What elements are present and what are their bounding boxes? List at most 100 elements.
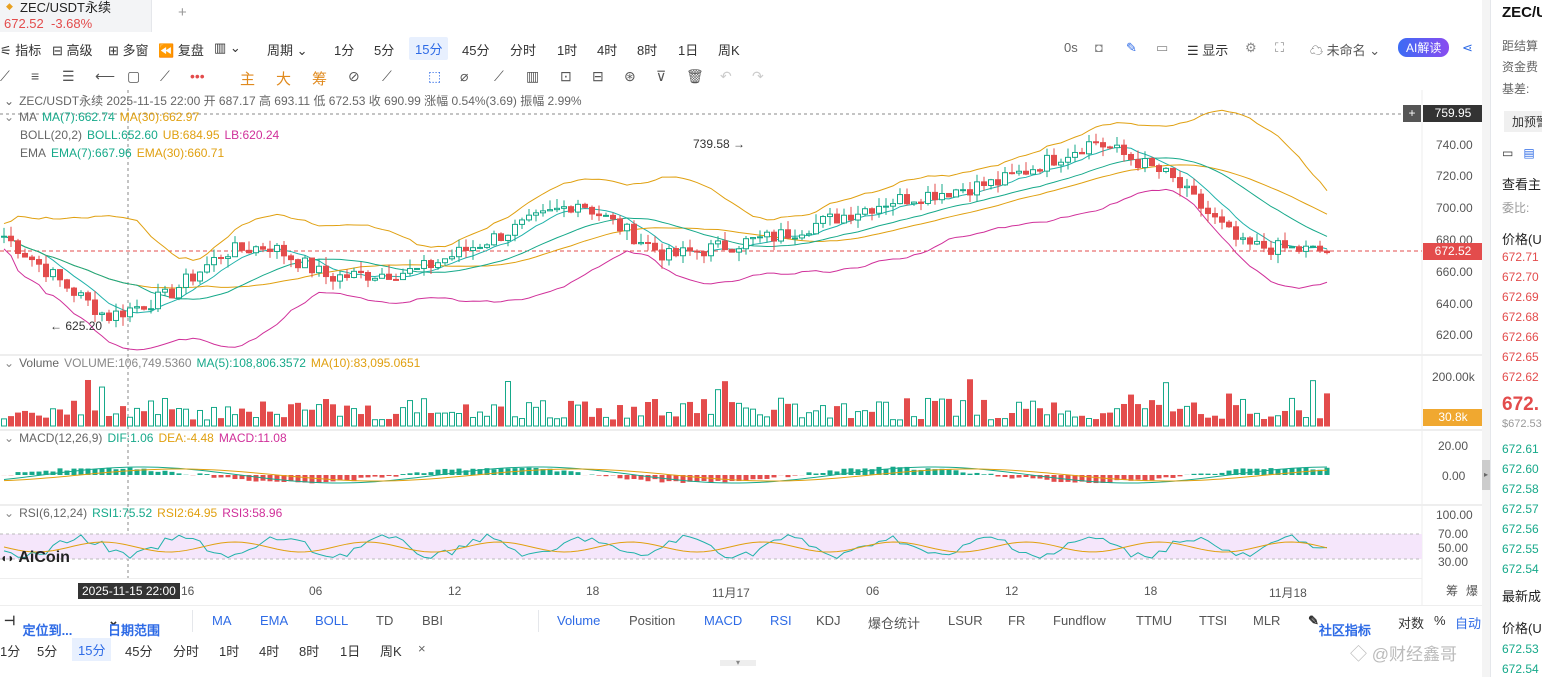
- ruler-icon[interactable]: ⌀: [460, 68, 469, 84]
- volume-bar: [750, 408, 756, 427]
- date-range-button[interactable]: 日期范围 ⌄: [108, 613, 161, 638]
- main-tool[interactable]: 主: [240, 71, 256, 88]
- ind-fr[interactable]: FR: [1008, 613, 1026, 628]
- trash-icon[interactable]: 🗑: [686, 68, 704, 84]
- channel-tool-icon[interactable]: ☰: [62, 68, 75, 84]
- chip-tool[interactable]: 筹: [312, 71, 328, 88]
- auto-toggle[interactable]: 自动: [1455, 616, 1482, 631]
- redo-icon[interactable]: ↷: [752, 68, 764, 84]
- hline-tool-icon[interactable]: ⟵: [95, 68, 116, 84]
- parallel-tool-icon[interactable]: ≡: [31, 68, 40, 84]
- ind-rsi[interactable]: RSI: [770, 613, 792, 628]
- fullscreen-icon[interactable]: ⛶: [1275, 40, 1285, 55]
- collapse-icon[interactable]: ⌄: [4, 110, 15, 124]
- pen-icon[interactable]: ✎: [1126, 40, 1137, 55]
- ind-ttmu[interactable]: TTMU: [1136, 613, 1173, 628]
- chart-type-icon[interactable]: ▥ ⌄: [214, 40, 241, 55]
- candle-tool-icon[interactable]: ▥: [526, 68, 540, 84]
- period-dropdown[interactable]: 周期 ⌄: [267, 43, 308, 58]
- settings-icon[interactable]: ⚙: [1245, 40, 1257, 55]
- big-tool[interactable]: 大: [276, 71, 292, 88]
- ind-macd[interactable]: MACD: [704, 613, 743, 628]
- collapse-icon[interactable]: ⌄: [4, 94, 15, 108]
- rect-tool-icon[interactable]: ▢: [127, 68, 141, 84]
- bp-1h[interactable]: 1时: [219, 644, 240, 659]
- symbol-tab[interactable]: ◆ ZEC/USDT永续 672.52 -3.68%: [0, 0, 152, 32]
- expand-icon[interactable]: ▸: [1482, 460, 1490, 490]
- cursor-icon[interactable]: ⬚: [428, 68, 442, 84]
- advanced-button[interactable]: ⊟ 高级: [52, 43, 93, 58]
- period-5m[interactable]: 5分: [374, 43, 395, 58]
- period-4h[interactable]: 4时: [597, 43, 618, 58]
- panel-splitter[interactable]: [1482, 0, 1490, 677]
- period-45m[interactable]: 45分: [462, 43, 490, 58]
- add-tab-button[interactable]: +: [178, 4, 187, 21]
- volume-bar: [1310, 380, 1316, 427]
- liquidation-axis-tool[interactable]: 爆: [1466, 584, 1479, 598]
- layout-name-dropdown[interactable]: ☁ 未命名 ⌄: [1310, 43, 1381, 58]
- bp-15m[interactable]: 15分: [72, 638, 112, 661]
- link-icon[interactable]: ⊛: [624, 68, 636, 84]
- dots-tool-icon[interactable]: •••: [190, 68, 205, 84]
- book-view-icon[interactable]: ▭ ▤: [1502, 146, 1535, 160]
- community-indicators[interactable]: ✎ 社区指标: [1308, 613, 1371, 638]
- period-1d[interactable]: 1日: [678, 43, 699, 58]
- filter-icon[interactable]: ⊽: [656, 68, 667, 84]
- erase-icon[interactable]: ⟋: [382, 68, 392, 84]
- chart-canvas[interactable]: [0, 90, 1490, 605]
- ind-volume[interactable]: Volume: [557, 613, 601, 628]
- ind-ttsi[interactable]: TTSI: [1199, 613, 1228, 628]
- lock-icon[interactable]: ⊡: [560, 68, 572, 84]
- ind-ma[interactable]: MA: [212, 613, 232, 628]
- bp-1d[interactable]: 1日: [340, 644, 361, 659]
- ai-button[interactable]: AI解读: [1398, 38, 1450, 57]
- brush-icon[interactable]: ⟋: [494, 68, 504, 84]
- candle-body: [589, 206, 595, 215]
- share-icon[interactable]: ⋖: [1462, 40, 1473, 55]
- macd-bar: [946, 469, 952, 475]
- template-icon[interactable]: ⊟: [592, 68, 604, 84]
- bp-45m[interactable]: 45分: [125, 644, 153, 659]
- percent-toggle[interactable]: %: [1434, 613, 1446, 628]
- fib-tool-icon[interactable]: ⟋: [160, 68, 170, 84]
- bp-1m[interactable]: 1分: [0, 644, 21, 659]
- comment-icon[interactable]: ▭: [1156, 40, 1169, 55]
- display-button[interactable]: ☰ 显示: [1187, 43, 1229, 58]
- ind-lsur[interactable]: LSUR: [948, 613, 983, 628]
- ind-kdj[interactable]: KDJ: [816, 613, 841, 628]
- multi-window-button[interactable]: ⊞ 多窗: [108, 43, 149, 58]
- add-alert-button[interactable]: 加预警: [1504, 111, 1542, 132]
- replay-button[interactable]: ⏪ 复盘: [158, 43, 204, 58]
- period-15m[interactable]: 15分: [409, 37, 449, 60]
- ind-ema[interactable]: EMA: [260, 613, 289, 628]
- bp-5m[interactable]: 5分: [37, 644, 58, 659]
- ind-fundflow[interactable]: Fundflow: [1053, 613, 1106, 628]
- ind-position[interactable]: Position: [629, 613, 676, 628]
- ind-mlr[interactable]: MLR: [1253, 613, 1281, 628]
- ind-bbi[interactable]: BBI: [422, 613, 443, 628]
- undo-icon[interactable]: ↶: [720, 68, 732, 84]
- indicator-button[interactable]: ⚟ 指标: [0, 43, 42, 58]
- collapse-handle[interactable]: ▾: [720, 659, 756, 667]
- period-8h[interactable]: 8时: [637, 43, 658, 58]
- period-1m[interactable]: 1分: [334, 43, 355, 58]
- log-scale-toggle[interactable]: 对数: [1398, 616, 1425, 631]
- candle-body: [169, 288, 175, 299]
- ind-td[interactable]: TD: [376, 613, 394, 628]
- period-1h[interactable]: 1时: [557, 43, 578, 58]
- locate-button[interactable]: ⊣ 定位到...: [4, 613, 73, 638]
- ind-liquidation[interactable]: 爆仓统计: [868, 616, 921, 631]
- close-icon[interactable]: ×: [418, 641, 426, 656]
- bp-week[interactable]: 周K: [380, 644, 402, 659]
- ind-boll[interactable]: BOLL: [315, 613, 349, 628]
- bp-8h[interactable]: 8时: [299, 644, 320, 659]
- period-timeline[interactable]: 分时: [510, 43, 537, 58]
- period-week[interactable]: 周K: [718, 43, 740, 58]
- bp-timeline[interactable]: 分时: [173, 644, 200, 659]
- bp-4h[interactable]: 4时: [259, 644, 280, 659]
- line-tool-icon[interactable]: ⟋: [0, 68, 10, 84]
- chip-axis-tool[interactable]: 筹: [1446, 584, 1459, 598]
- camera-icon[interactable]: ◘: [1095, 40, 1103, 55]
- magnet-icon[interactable]: ⊘: [348, 68, 360, 84]
- volume-bar: [211, 406, 217, 427]
